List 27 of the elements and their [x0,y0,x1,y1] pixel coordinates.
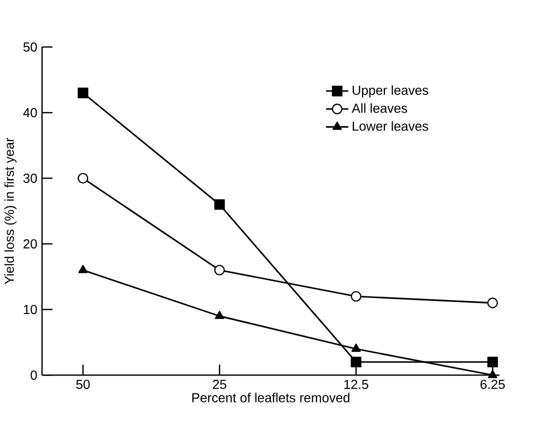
y-tick-label: 0 [30,370,37,380]
point [350,356,362,368]
point [214,264,225,276]
x-tick-label: 12.5 [344,380,368,390]
x-tick-label: 25 [212,380,226,390]
x-tick-label: 50 [76,380,90,390]
point [214,199,225,210]
point [78,264,88,274]
point [351,344,361,352]
point [214,310,224,320]
legend-label: Upper leaves [352,85,428,98]
point [350,291,362,302]
point [488,370,498,378]
y-tick-label: 20 [24,239,37,249]
y-tick-label: 30 [23,174,37,183]
legend-label: Lower leaves [352,121,428,131]
y-tick-label: 40 [23,108,37,118]
legend-label: All leaves [352,103,408,113]
point [487,356,498,368]
x-axis-title: Percent of leaflets removed [192,392,350,402]
y-tick-label: 50 [23,42,37,52]
point [78,173,88,184]
point [487,298,498,308]
y-tick-label: 10 [24,304,37,314]
y-axis-title: Yield loss (%) in first year [4,138,17,284]
point [78,88,88,98]
x-tick-label: 6.25 [480,380,505,390]
